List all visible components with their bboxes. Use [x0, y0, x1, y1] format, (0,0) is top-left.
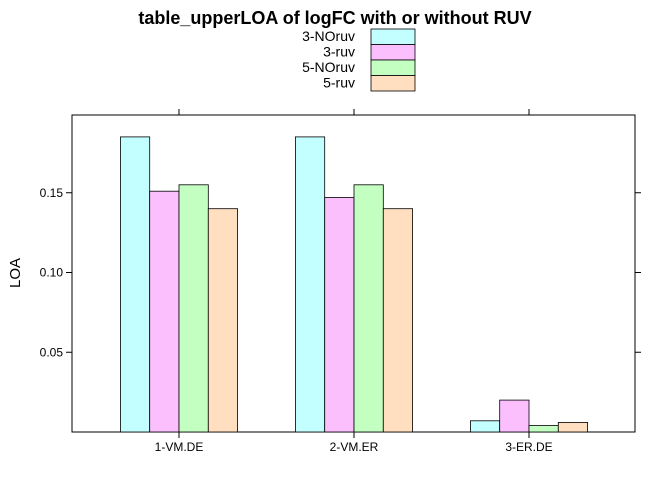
y-tick-label: 0.15	[40, 186, 64, 200]
bar	[469, 420, 501, 433]
bar	[178, 184, 209, 433]
y-tick-label: 0.10	[40, 266, 64, 280]
legend-swatch	[370, 75, 416, 92]
legend-label: 5-ruv	[323, 75, 355, 91]
bar	[324, 197, 355, 433]
x-tick-label: 3-ER.DE	[505, 440, 552, 454]
x-tick-label: 1-VM.DE	[155, 440, 204, 454]
legend-swatch	[370, 44, 416, 61]
bar	[120, 136, 151, 433]
bar	[207, 208, 239, 433]
legend-label: 3-NOruv	[302, 28, 355, 44]
x-axis: 1-VM.DE 2-VM.ER 3-ER.DE	[155, 109, 553, 454]
bars	[120, 136, 588, 433]
y-axis: 0.05 0.10 0.15	[40, 186, 641, 359]
bar	[557, 421, 588, 433]
bar	[149, 190, 180, 433]
y-tick-label: 0.05	[40, 345, 64, 359]
legend-label: 5-NOruv	[302, 59, 355, 75]
bar	[353, 184, 384, 433]
bar	[499, 399, 530, 433]
y-axis-label: LOA	[7, 258, 24, 288]
chart-title: table_upperLOA of logFC with or without …	[138, 8, 531, 28]
bar	[294, 136, 326, 433]
bar	[528, 425, 559, 433]
bar	[382, 208, 413, 433]
legend-swatch	[370, 59, 416, 76]
legend-swatch	[370, 28, 416, 45]
x-tick-label: 2-VM.ER	[330, 440, 379, 454]
legend-label: 3-ruv	[323, 44, 355, 60]
